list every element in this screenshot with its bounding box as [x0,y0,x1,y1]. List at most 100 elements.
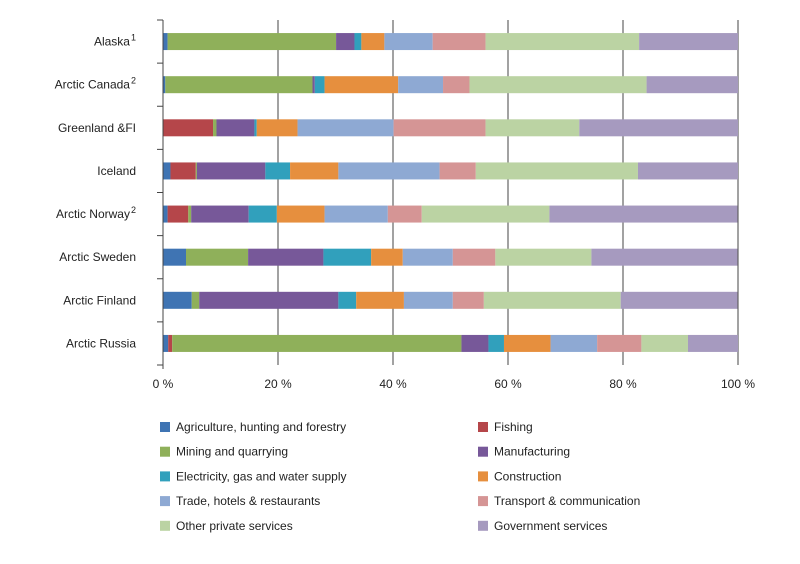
bar-segment [248,248,324,266]
bar-segment [167,205,189,223]
y-tick-label: Arctic Finland [63,293,136,307]
bar-segment [443,76,470,94]
bar-segment [639,33,738,51]
legend-label: Mining and quarrying [176,445,288,459]
x-tick-label: 0 % [153,377,174,391]
bar-segment [254,119,257,137]
x-tick-label: 40 % [379,377,407,391]
x-tick-label: 100 % [721,377,755,391]
bar-segment [485,33,640,51]
x-tick-label: 80 % [609,377,637,391]
bar-segment [495,248,592,266]
bar-segment [354,33,362,51]
bar-segment [256,119,298,137]
bar-segment [163,119,214,137]
bar-segment [265,162,291,180]
bar-segment [163,76,166,94]
legend-swatch [478,422,488,432]
legend-swatch [478,471,488,482]
bar-segment [646,76,738,94]
bar-segment [384,33,433,51]
bar-segment [579,119,738,137]
bar-segment [338,291,357,309]
bar-segment [432,33,486,51]
x-tick-label: 60 % [494,377,522,391]
legend-label: Electricity, gas and water supply [176,469,347,483]
bar-segment [550,334,598,352]
bar-segment [641,334,688,352]
bar-segment [216,119,255,137]
bar-segment [290,162,339,180]
y-tick-label: Arctic Canada2 [55,76,136,92]
bar-segment [402,248,453,266]
legend-swatch [160,471,170,482]
legend-swatch [160,422,170,432]
bar-segment [170,162,196,180]
bar-segment [163,334,169,352]
bar-segment [620,291,738,309]
bar-segment [196,162,266,180]
bar-segment [324,76,399,94]
legend-label: Other private services [176,519,293,533]
legend-swatch [160,496,170,507]
bar-segment [172,334,462,352]
legend-label: Trade, hotels & restaurants [176,494,320,508]
bar-segment [167,33,337,51]
bar-segment [191,291,200,309]
y-tick-label: Iceland [97,164,136,178]
bar-segment [361,33,385,51]
bar-segment [637,162,738,180]
bar-segment [452,248,496,266]
bar-segment [398,76,444,94]
bar-segment [163,205,168,223]
bar-segment [163,248,186,266]
bar-segment [393,119,486,137]
bar-segment [276,205,325,223]
legend-label: Fishing [494,420,533,434]
bar-segment [312,76,315,94]
bar-segment [314,76,325,94]
bar-segment [163,33,168,51]
bar-segment [597,334,642,352]
bar-segment [403,291,453,309]
bar-segment [199,291,339,309]
legend-label: Construction [494,469,561,483]
legend-label: Government services [494,519,607,533]
bar-segment [336,33,355,51]
bar-segment [356,291,404,309]
bar-segment [191,205,249,223]
legend-swatch [478,520,488,531]
bar-segment [324,205,388,223]
bar-segment [387,205,422,223]
bar-segment [213,119,217,137]
bar-segment [591,248,738,266]
bar-segment [461,334,489,352]
legend-swatch [160,446,170,457]
legend-label: Transport & communication [494,494,640,508]
legend-swatch [478,446,488,457]
bar-segment [371,248,403,266]
bar-segment [195,162,197,180]
bar-segment [475,162,638,180]
legend-swatch [478,496,488,507]
bar-segment [163,162,171,180]
bar-segment [485,119,580,137]
bar-segment [439,162,476,180]
y-tick-label: Arctic Russia [66,336,136,350]
legend-label: Agriculture, hunting and forestry [176,420,346,434]
bar-segment [297,119,394,137]
y-tick-label: Arctic Sweden [59,250,136,264]
bar-segment [503,334,551,352]
bar-segment [165,76,313,94]
bar-segment [338,162,440,180]
bar-segment [188,205,192,223]
bar-segment [549,205,738,223]
x-tick-label: 20 % [264,377,292,391]
legend-label: Manufacturing [494,445,570,459]
bar-segment [421,205,550,223]
bar-segment [488,334,504,352]
y-tick-label: Greenland &FI [58,121,136,135]
bar-segment [168,334,173,352]
bar-segment [163,291,192,309]
bar-segment [469,76,647,94]
